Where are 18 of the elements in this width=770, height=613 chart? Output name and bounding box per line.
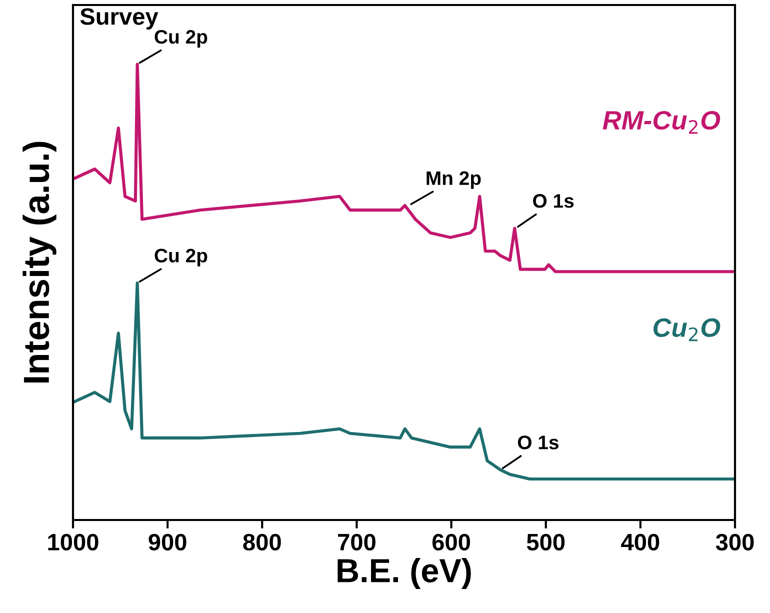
y-axis-title: Intensity (a.u.) (22, 142, 56, 382)
x-tick-label: 800 (243, 534, 281, 551)
x-tick-label: 300 (716, 534, 754, 551)
annotation: Cu 2p (154, 248, 208, 266)
annotation: O 1s (533, 194, 574, 208)
x-tick-label: 1000 (48, 534, 98, 551)
text: Cu$_{2}$O (653, 318, 720, 342)
annotation: Mn 2p (426, 171, 481, 189)
text: Survey (80, 8, 158, 30)
x-tick-label: 500 (526, 534, 565, 551)
x-tick-label: 700 (338, 534, 376, 551)
x-axis-title: B.E. (eV) (338, 558, 471, 590)
annotation: O 1s (518, 436, 558, 450)
x-tick-label: 600 (432, 534, 470, 551)
x-tick-label: 900 (148, 534, 186, 551)
annotation: Cu 2p (154, 30, 208, 48)
text: RM-Cu$_{2}$O (602, 110, 720, 134)
x-tick-label: 400 (621, 534, 660, 551)
